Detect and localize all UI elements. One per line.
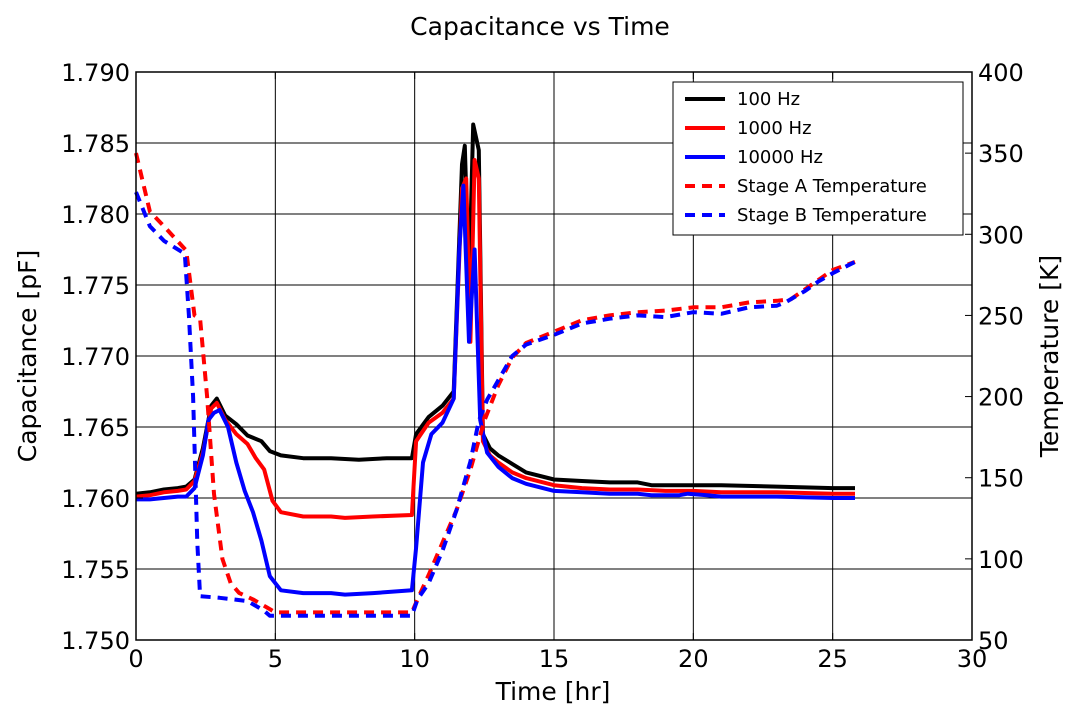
y2-tick-label: 350 — [978, 140, 1024, 168]
chart-title: Capacitance vs Time — [410, 12, 670, 41]
y-tick-label: 1.770 — [61, 343, 130, 371]
y2-tick-label: 250 — [978, 302, 1024, 330]
y-tick-label: 1.765 — [61, 414, 130, 442]
series-line-5 — [134, 191, 856, 618]
y2-tick-label: 200 — [978, 384, 1024, 412]
legend-label: 1000 Hz — [737, 118, 812, 139]
x-tick-label: 20 — [678, 645, 709, 673]
x-tick-label: 0 — [128, 645, 143, 673]
y-tick-label: 1.755 — [61, 556, 130, 584]
legend-label: 100 Hz — [737, 89, 800, 110]
y2-tick-label: 300 — [978, 221, 1024, 249]
y-tick-label: 1.780 — [61, 201, 130, 229]
series-line-3 — [136, 183, 855, 597]
series-line-2 — [135, 158, 855, 520]
y2-tick-label: 100 — [978, 546, 1024, 574]
x-tick-label: 10 — [399, 645, 430, 673]
y2-tick-label: 150 — [978, 465, 1024, 493]
legend: 100 Hz 1000 Hz 10000 Hz Stage A Temperature… — [672, 81, 964, 236]
legend-label: Stage B Temperature — [737, 205, 927, 226]
y2-tick-label: 50 — [978, 627, 1009, 655]
y2-tick-label: 400 — [978, 59, 1024, 87]
x-tick-label: 15 — [539, 645, 570, 673]
x-tick-label: 30 — [957, 645, 988, 673]
y-tick-label: 1.750 — [61, 627, 130, 655]
legend-label: 10000 Hz — [737, 147, 823, 168]
y-axis-label: Capacitance [pF] — [13, 250, 42, 462]
y2-axis-label: Temperature [K] — [1035, 255, 1064, 458]
series-line-1 — [135, 122, 855, 496]
x-tick-label: 25 — [817, 645, 848, 673]
legend-label: Stage A Temperature — [737, 176, 927, 197]
y-tick-label: 1.785 — [61, 130, 130, 158]
y-tick-label: 1.760 — [61, 485, 130, 513]
x-tick-label: 5 — [268, 645, 283, 673]
y-tick-label: 1.775 — [61, 272, 130, 300]
y-tick-label: 1.790 — [61, 59, 130, 87]
series-line-4 — [134, 152, 856, 615]
x-axis-label: Time [hr] — [495, 677, 611, 706]
